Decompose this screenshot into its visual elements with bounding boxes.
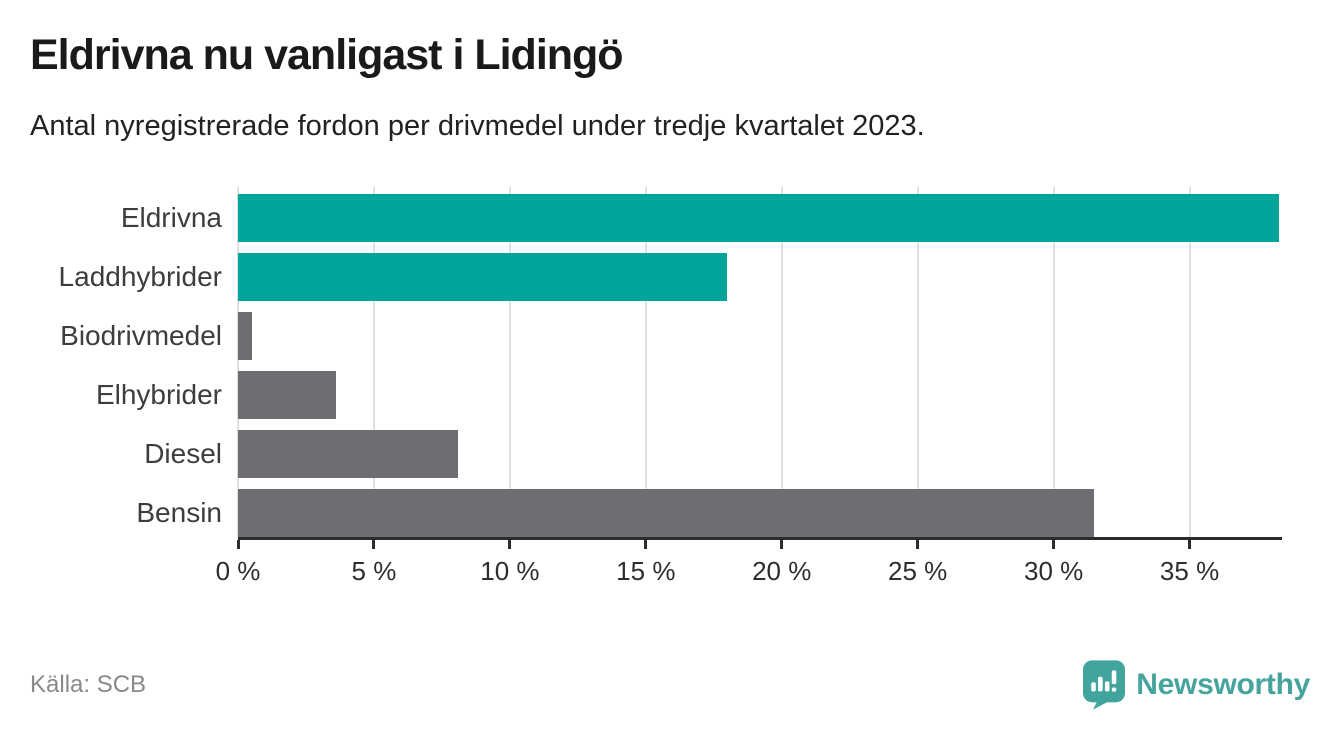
gridline	[372, 187, 375, 537]
bar-row: Eldrivna	[121, 194, 1282, 242]
gridline	[916, 187, 919, 537]
axis-tick-label: 25 %	[888, 556, 948, 586]
axis-tick	[916, 540, 920, 549]
gridline	[780, 187, 783, 537]
axis-tick	[236, 540, 240, 549]
axis-tick-label: 0 %	[215, 556, 261, 586]
bar-row: Elhybrider	[96, 371, 1282, 419]
gridline	[508, 187, 511, 537]
chart-subtitle: Antal nyregistrerade fordon per drivmede…	[30, 110, 925, 142]
gridline	[1188, 187, 1191, 537]
category-label: Elhybrider	[95, 379, 222, 410]
axis-tick	[780, 540, 784, 549]
axis-tick-label: 5 %	[351, 556, 397, 586]
bar-diesel	[238, 430, 459, 478]
newsworthy-wordmark: Newsworthy	[1136, 668, 1310, 701]
category-label: Diesel	[144, 438, 222, 469]
axis-tick	[372, 540, 376, 549]
plot-area: Eldrivna Laddhybrider Biodrivmedel Elhybrid…	[59, 187, 1282, 540]
bar-eldrivna	[238, 194, 1280, 242]
axis-tick	[1052, 540, 1056, 549]
axis-tick-label: 15 %	[616, 556, 676, 586]
bar-row: Diesel	[144, 430, 1282, 478]
chart-title: Eldrivna nu vanligast i Lidingö	[30, 31, 624, 79]
category-label: Eldrivna	[120, 202, 222, 233]
axis-tick-label: 10 %	[480, 556, 540, 586]
axis-tick	[1188, 540, 1192, 549]
gridline	[644, 187, 647, 537]
newsworthy-logo: Newsworthy	[1083, 660, 1310, 710]
gridline	[237, 187, 239, 537]
axis-tick	[644, 540, 648, 549]
bar-elhybrider	[238, 371, 336, 419]
axis-tick-label: 30 %	[1023, 556, 1084, 586]
bar-row: Bensin	[136, 489, 1282, 537]
bar-row: Laddhybrider	[59, 253, 1282, 301]
axis-tick-label: 35 %	[1159, 556, 1220, 586]
bar-bensin	[238, 489, 1095, 537]
axis-tick-label: 20 %	[752, 556, 812, 586]
category-label: Biodrivmedel	[60, 320, 222, 351]
chart-footer: Källa: SCB Newsworthy	[30, 657, 1310, 713]
newsworthy-pin-barchart-icon	[1083, 660, 1126, 710]
bar-row: Biodrivmedel	[60, 312, 1282, 360]
category-label: Laddhybrider	[58, 261, 222, 292]
category-label: Bensin	[136, 497, 222, 528]
bar-laddhybrider	[238, 253, 728, 301]
x-axis: 0 % 5 % 10 % 15 % 20 % 25 % 30 % 35 %	[216, 540, 1282, 596]
source-note: Källa: SCB	[30, 671, 147, 698]
axis-tick	[508, 540, 512, 549]
gridline	[1052, 187, 1055, 537]
bar-biodrivmedel	[238, 312, 252, 360]
